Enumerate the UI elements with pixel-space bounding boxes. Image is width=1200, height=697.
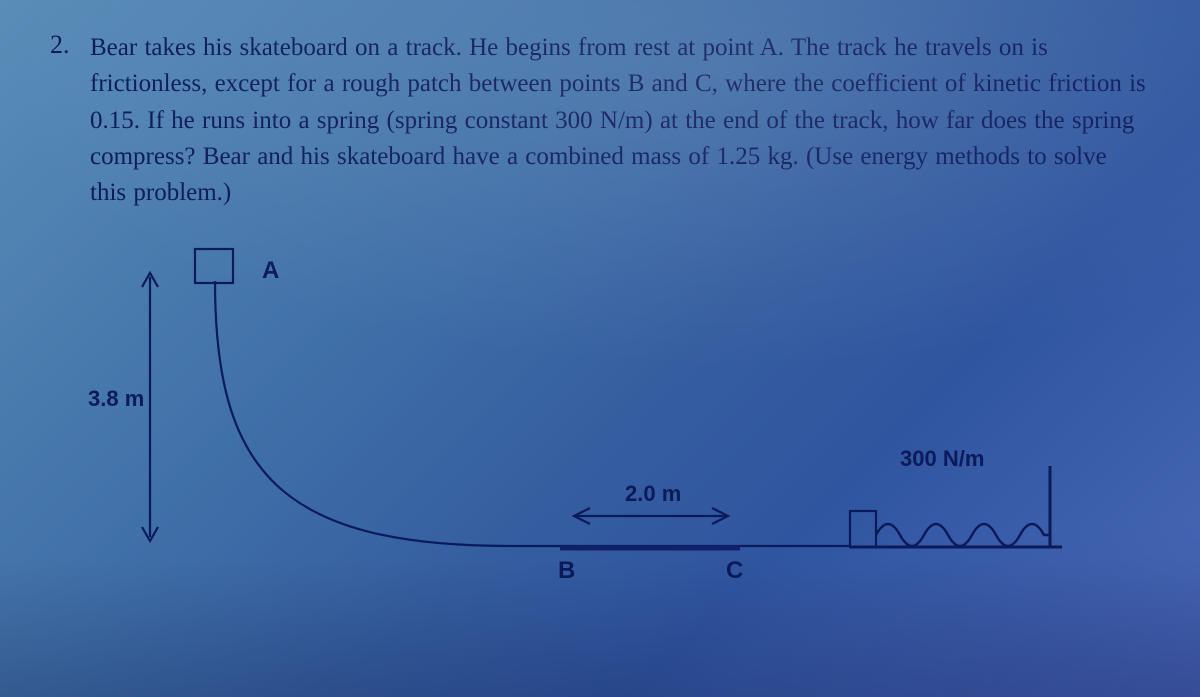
label-rough-length: 2.0 m <box>625 481 681 507</box>
diagram: 3.8 m A 2.0 m B C 300 N/m <box>50 241 1150 601</box>
label-spring: 300 N/m <box>900 446 984 472</box>
height-arrow <box>142 273 158 541</box>
problem-number: 2. <box>50 30 90 60</box>
problem-text: Bear takes his skateboard on a track. He… <box>90 30 1150 211</box>
start-block <box>195 249 233 283</box>
label-C: C <box>726 557 743 585</box>
track-path <box>215 281 850 546</box>
page: 2. Bear takes his skateboard on a track.… <box>0 0 1200 697</box>
label-A: A <box>262 257 279 285</box>
label-B: B <box>558 557 575 585</box>
diagram-svg <box>50 241 1150 601</box>
spring-block <box>850 511 876 547</box>
spring-coils <box>876 524 1050 546</box>
rough-length-arrow <box>574 508 728 524</box>
label-height: 3.8 m <box>88 386 144 412</box>
problem-row: 2. Bear takes his skateboard on a track.… <box>50 30 1150 211</box>
